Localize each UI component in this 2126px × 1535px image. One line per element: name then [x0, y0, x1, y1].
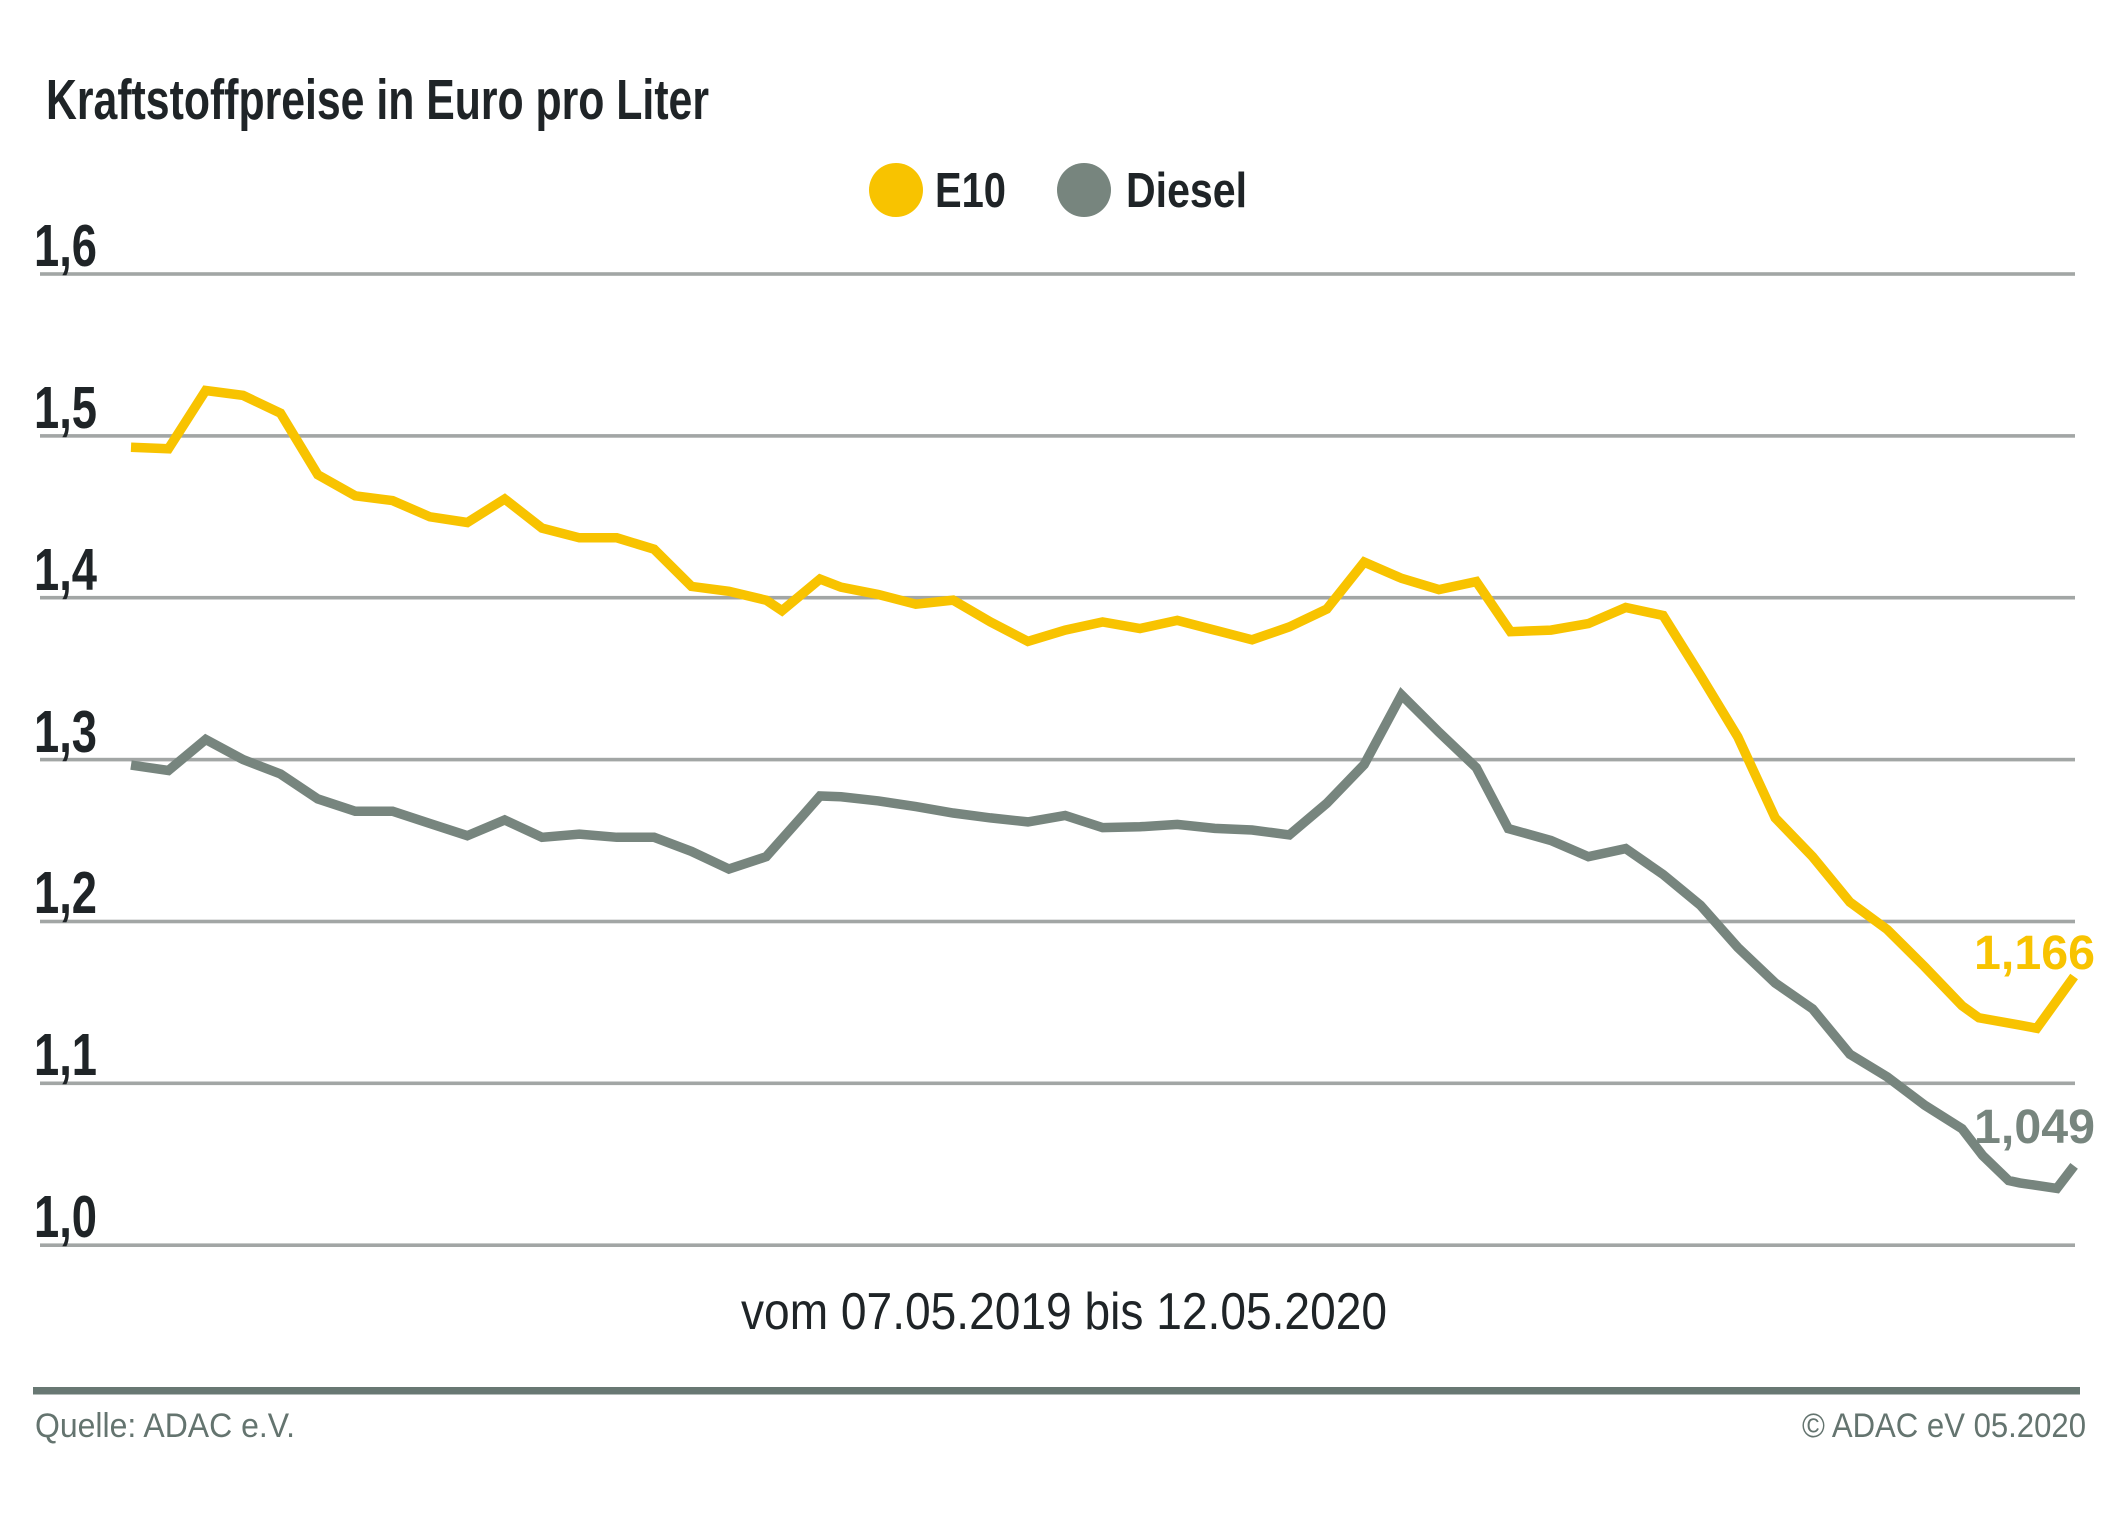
svg-text:Kraftstoffpreise in Euro pro L: Kraftstoffpreise in Euro pro Liter — [46, 68, 709, 132]
svg-text:© ADAC eV 05.2020: © ADAC eV 05.2020 — [1802, 1407, 2086, 1445]
svg-text:vom 07.05.2019 bis 12.05.2020: vom 07.05.2019 bis 12.05.2020 — [741, 1283, 1387, 1341]
svg-text:1,049: 1,049 — [1974, 1101, 2095, 1154]
svg-text:1,6: 1,6 — [34, 213, 97, 279]
svg-text:1,166: 1,166 — [1974, 927, 2095, 980]
svg-text:1,2: 1,2 — [34, 860, 97, 926]
svg-text:1,0: 1,0 — [34, 1184, 97, 1250]
svg-text:Quelle: ADAC e.V.: Quelle: ADAC e.V. — [35, 1407, 295, 1445]
svg-text:1,1: 1,1 — [34, 1022, 97, 1088]
svg-text:E10: E10 — [935, 164, 1006, 218]
svg-text:1,3: 1,3 — [34, 699, 97, 765]
svg-text:1,4: 1,4 — [34, 537, 97, 603]
svg-text:Diesel: Diesel — [1126, 164, 1247, 218]
svg-text:1,5: 1,5 — [34, 375, 97, 441]
